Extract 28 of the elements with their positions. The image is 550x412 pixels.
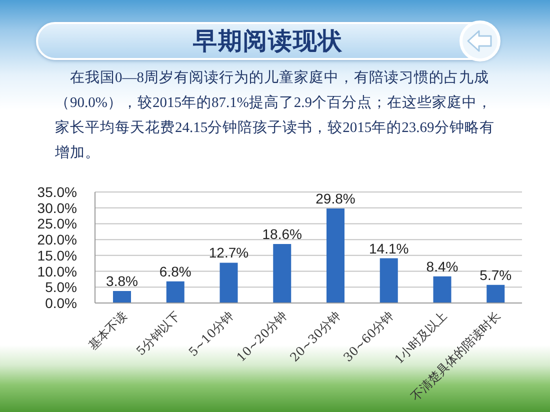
data-label: 14.1% bbox=[369, 240, 409, 256]
bar bbox=[380, 258, 398, 303]
bar bbox=[166, 281, 184, 303]
data-label: 18.6% bbox=[262, 226, 302, 242]
data-label: 3.8% bbox=[106, 272, 138, 289]
bar bbox=[113, 290, 131, 303]
bar bbox=[220, 262, 238, 303]
data-label: 8.4% bbox=[426, 258, 458, 274]
data-label: 12.7% bbox=[208, 244, 249, 261]
bar bbox=[433, 276, 452, 303]
y-tick-label: 35.0% bbox=[37, 184, 77, 200]
x-tick-label: 基本不读 bbox=[86, 308, 130, 353]
y-tick-label: 5.0% bbox=[45, 279, 77, 296]
data-label: 6.8% bbox=[159, 263, 192, 280]
data-label: 5.7% bbox=[480, 266, 512, 283]
y-tick-label: 0.0% bbox=[45, 294, 77, 311]
y-tick-label: 20.0% bbox=[37, 232, 77, 248]
bar bbox=[326, 208, 344, 303]
data-label: 29.8% bbox=[316, 190, 356, 206]
y-tick-label: 30.0% bbox=[37, 200, 77, 216]
chart-subtitle: 在我国0—8周岁有阅读行为的儿童家庭中，有陪读习惯的占九成（90.0%），较2015年的87.1%提高了2.9个百分点；在这些家庭中，家长平均每天花费24.15分钟陪孩子读书，较2015年的23.69分钟略有增加。 bbox=[55, 68, 496, 163]
bar bbox=[486, 284, 505, 303]
y-tick-label: 25.0% bbox=[37, 216, 77, 232]
y-tick-label: 10.0% bbox=[37, 263, 77, 280]
bar bbox=[273, 244, 292, 303]
y-tick-label: 15.0% bbox=[37, 247, 77, 264]
x-tick-label: 5分钟以下 bbox=[134, 308, 183, 358]
chart-title: 早期阅读现状 bbox=[193, 25, 343, 57]
